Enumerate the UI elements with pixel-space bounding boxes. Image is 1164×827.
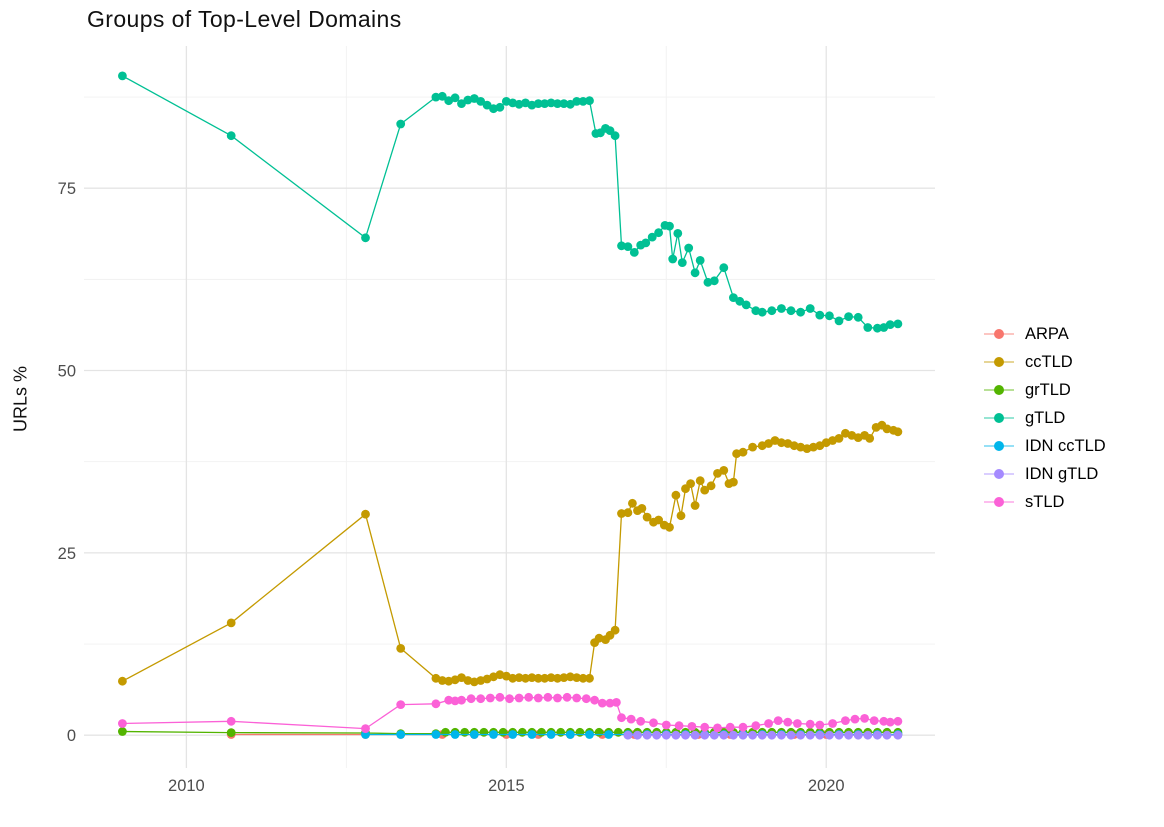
gridlines-major <box>84 46 935 768</box>
series-idn-gtld <box>623 730 903 740</box>
series-cctld <box>118 420 903 687</box>
legend-key-icon <box>984 441 1014 451</box>
y-tick-label: 25 <box>58 545 76 563</box>
legend-label: grTLD <box>1025 380 1071 399</box>
x-axis-labels: 2010 2015 2020 <box>168 777 845 795</box>
legend-label: ARPA <box>1025 324 1069 343</box>
legend: ARPA ccTLD grTLD gTLD IDN ccTLD IDN gTLD sTLD <box>982 320 1106 516</box>
y-tick-label: 75 <box>58 180 76 198</box>
legend-key-icon <box>984 329 1014 339</box>
x-tick-label: 2020 <box>808 777 845 795</box>
y-axis-labels: 0 25 50 75 <box>58 180 76 745</box>
legend-key-icon <box>984 357 1014 367</box>
legend-label: IDN gTLD <box>1025 464 1099 483</box>
y-axis-title: URLs % <box>10 365 31 433</box>
y-tick-label: 50 <box>58 363 76 381</box>
x-tick-label: 2010 <box>168 777 205 795</box>
legend-label: gTLD <box>1025 408 1066 427</box>
legend-key-icon <box>984 413 1014 423</box>
legend-label: IDN ccTLD <box>1025 436 1106 455</box>
x-tick-label: 2015 <box>488 777 525 795</box>
legend-label: ccTLD <box>1025 352 1073 371</box>
legend-item-stld: sTLD <box>982 488 1106 516</box>
series-gtld <box>118 71 903 333</box>
legend-key-icon <box>984 497 1014 507</box>
legend-key-icon <box>984 469 1014 479</box>
legend-item-cctld: ccTLD <box>982 348 1106 376</box>
series-stld <box>118 692 903 733</box>
y-tick-label: 0 <box>67 727 76 745</box>
legend-item-idn-gtld: IDN gTLD <box>982 460 1106 488</box>
legend-label: sTLD <box>1025 492 1065 511</box>
legend-item-idn-cctld: IDN ccTLD <box>982 432 1106 460</box>
gridlines-minor <box>84 46 935 768</box>
legend-item-grtld: grTLD <box>982 376 1106 404</box>
legend-item-arpa: ARPA <box>982 320 1106 348</box>
chart-title: Groups of Top-Level Domains <box>87 6 402 32</box>
legend-key-icon <box>984 385 1014 395</box>
legend-item-gtld: gTLD <box>982 404 1106 432</box>
